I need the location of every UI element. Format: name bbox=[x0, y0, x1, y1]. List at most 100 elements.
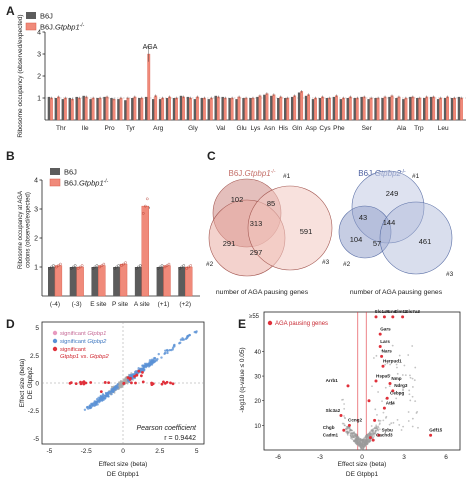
panel-b-bar-ko bbox=[163, 265, 171, 297]
panel-a-bar-ko bbox=[355, 97, 359, 121]
legend-d-gtpbp1-label: significant Gtpbp1 bbox=[60, 331, 106, 337]
panel-e-point-aga bbox=[346, 384, 350, 388]
panel-e-point bbox=[415, 412, 418, 414]
panel-b-replicate-dot bbox=[156, 267, 160, 270]
panel-a-group-label: Glu bbox=[237, 125, 248, 132]
panel-d-point-both bbox=[103, 381, 107, 384]
panel-e-point bbox=[358, 444, 361, 447]
panel-a-bar-ko bbox=[390, 95, 394, 121]
panel-a-bar-b6j bbox=[256, 96, 259, 120]
panel-e-ytick-label: 20 bbox=[254, 399, 261, 405]
panel-a-group-label: Gln bbox=[292, 125, 303, 132]
legend-d-vs: vs. bbox=[81, 354, 89, 360]
panel-d-point-both bbox=[69, 381, 73, 385]
panel-a-group-label: Asn bbox=[264, 125, 276, 132]
legend-d-both-label-1: significant bbox=[60, 347, 86, 353]
panel-e-point bbox=[388, 423, 391, 426]
panel-b-replicate-dot bbox=[182, 264, 186, 267]
panel-d-xlabel-top: Effect size (beta) bbox=[99, 461, 148, 468]
panel-b-replicate-dot bbox=[185, 267, 189, 270]
panel-e-point bbox=[390, 422, 393, 425]
panel-e-xtick-label: 3 bbox=[402, 454, 406, 461]
panel-e-point bbox=[401, 374, 404, 376]
panel-d-point-gtpbp2 bbox=[107, 392, 111, 395]
panel-e-point-aga bbox=[342, 428, 346, 432]
panel-e-point bbox=[367, 432, 370, 435]
panel-a-bar-ko bbox=[321, 96, 324, 121]
panel-e-ytick-label: 40 bbox=[254, 350, 261, 356]
panel-e-gene-label: Herpud1 bbox=[383, 359, 402, 364]
panel-e-point bbox=[343, 403, 346, 405]
panel-e-point-aga bbox=[368, 436, 372, 440]
panel-label-a: A bbox=[6, 4, 15, 18]
panel-d-point-gtpbp2 bbox=[144, 365, 148, 369]
panel-e-point bbox=[373, 432, 376, 435]
panel-d-point-both bbox=[89, 381, 93, 384]
panel-b-replicate-dot bbox=[55, 265, 58, 269]
panel-b-replicate-dot bbox=[91, 267, 95, 270]
panel-b-replicate-dot bbox=[95, 264, 99, 267]
panel-a-bar-b6j bbox=[214, 95, 217, 120]
panel-b-replicate-dot bbox=[117, 264, 120, 267]
venn1-circle-3 bbox=[247, 185, 333, 271]
panel-a-bar-ko bbox=[404, 97, 408, 121]
panel-e-point bbox=[365, 440, 368, 443]
panel-e-point bbox=[395, 397, 398, 400]
panel-e-point bbox=[344, 417, 347, 420]
panel-e-gene-label: Cebpg bbox=[390, 391, 404, 396]
venn2-region-only2: 104 bbox=[350, 235, 363, 244]
panel-a-ytick-label: 1 bbox=[37, 96, 41, 103]
panel-d-point-gtpbp2 bbox=[171, 348, 174, 351]
panel-a-bar-ko bbox=[126, 97, 130, 121]
panel-a-bar-b6j bbox=[416, 98, 419, 120]
panel-label-b: B bbox=[6, 149, 15, 163]
panel-e-point bbox=[382, 419, 385, 422]
legend-d-gtpbp2-marker bbox=[52, 338, 58, 344]
panel-a-bar-b6j bbox=[277, 98, 280, 120]
panel-a-bar-ko bbox=[376, 97, 380, 121]
panel-a-bar-ko bbox=[362, 96, 366, 121]
panel-b-replicate-dot bbox=[135, 267, 138, 270]
venn1-label-3: #3 bbox=[322, 259, 330, 266]
panel-e-point bbox=[401, 384, 404, 387]
panel-e-gene-label: Slc3a2 bbox=[326, 408, 341, 413]
venn2-caption: number of AGA pausing genes bbox=[350, 289, 443, 296]
panel-b-replicate-dot bbox=[137, 265, 140, 269]
panel-e-point-aga bbox=[391, 389, 395, 393]
legend-b-ko-gene: Gtpbp1 bbox=[79, 179, 104, 188]
panel-d-point-both bbox=[130, 381, 133, 385]
venn1-region-only2: 291 bbox=[223, 239, 236, 248]
panel-a-bar-ko bbox=[133, 96, 137, 121]
legend-b-b6j-label: B6J bbox=[64, 168, 77, 177]
panel-a-bar-ko bbox=[105, 96, 109, 121]
panel-b-category-label: (+2) bbox=[179, 301, 191, 308]
panel-b-replicate-dot bbox=[113, 267, 116, 270]
panel-a-bar-ko bbox=[154, 95, 158, 121]
panel-b-replicate-dot bbox=[178, 267, 182, 270]
panel-e-point bbox=[402, 425, 405, 428]
panel-b-replicate-dot bbox=[69, 267, 73, 270]
venn2-title-prefix: B6J- bbox=[358, 169, 375, 178]
panel-a-bar-ko bbox=[237, 96, 241, 121]
panel-e-point bbox=[396, 366, 398, 369]
panel-a-bar-b6j bbox=[186, 96, 190, 120]
panel-e-point bbox=[391, 344, 394, 347]
panel-a-bar-ko bbox=[348, 96, 352, 121]
panel-a-bar-ko bbox=[140, 97, 144, 121]
panel-b-replicate-dot bbox=[165, 264, 169, 267]
panel-b-bar-ko bbox=[54, 265, 63, 297]
panel-a-bar-b6j bbox=[409, 96, 412, 120]
panel-a-bar-ko bbox=[293, 95, 297, 121]
panel-d-point-both bbox=[74, 382, 78, 385]
panel-a-group-label: Pro bbox=[104, 125, 115, 132]
legend-a-b6j-swatch bbox=[26, 12, 36, 19]
legend-d-both-label-2: Gtpbp1 vs. Gtpbp2 bbox=[60, 354, 109, 360]
panel-b-replicate-dot bbox=[76, 267, 80, 270]
panel-a-bar-b6j bbox=[158, 99, 162, 120]
panel-e-point-aga bbox=[380, 354, 384, 358]
panel-d-xtick-label: -5 bbox=[46, 448, 52, 455]
panel-d-point-both bbox=[162, 380, 165, 384]
panel-d-point-gtpbp2 bbox=[83, 408, 87, 411]
panel-e-point bbox=[407, 354, 410, 356]
panel-d-point bbox=[130, 372, 133, 375]
